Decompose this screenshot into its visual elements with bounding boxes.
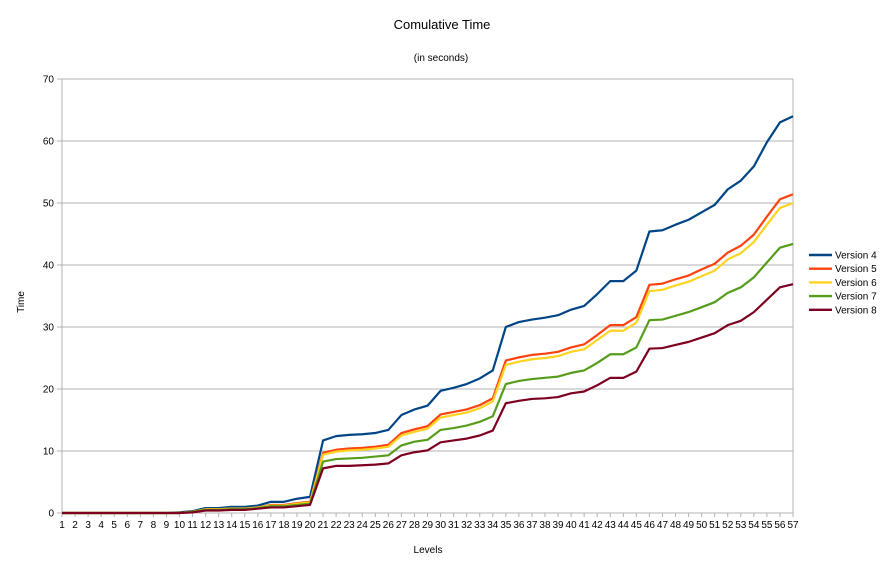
y-axis-label: Time (16, 291, 27, 313)
x-tick-label: 8 (151, 520, 157, 531)
x-axis-label: Levels (414, 545, 443, 556)
x-tick-label: 37 (526, 520, 538, 531)
x-tick-label: 20 (304, 520, 316, 531)
legend-label: Version 8 (835, 305, 877, 316)
x-tick-label: 39 (552, 520, 564, 531)
x-tick-label: 31 (448, 520, 460, 531)
x-tick-label: 54 (748, 520, 760, 531)
legend-label: Version 5 (835, 264, 877, 275)
x-tick-label: 2 (72, 520, 78, 531)
legend: Version 4 Version 5 Version 6 Version 7 Vers… (809, 251, 877, 316)
legend-label: Version 4 (835, 251, 877, 262)
x-tick-label: 53 (735, 520, 747, 531)
x-tick-label: 21 (318, 520, 330, 531)
x-tick-label: 28 (409, 520, 421, 531)
x-tick-label: 11 (187, 520, 198, 531)
x-tick-label: 29 (422, 520, 434, 531)
x-tick-label: 38 (539, 520, 551, 531)
x-tick-label: 40 (566, 520, 578, 531)
x-tick-label: 14 (226, 520, 238, 531)
x-tick-label: 50 (696, 520, 708, 531)
chart-title: Comulative Time (394, 17, 491, 32)
x-tick-label: 30 (435, 520, 447, 531)
x-tick-label: 12 (200, 520, 212, 531)
x-tick-label: 43 (605, 520, 617, 531)
y-tick-label: 40 (43, 261, 55, 272)
x-tick-label: 17 (265, 520, 277, 531)
x-tick-label: 32 (461, 520, 473, 531)
x-tick-label: 44 (618, 520, 630, 531)
x-tick-label: 42 (592, 520, 604, 531)
legend-label: Version 6 (835, 278, 877, 289)
x-tick-label: 36 (513, 520, 525, 531)
x-tick-label: 49 (683, 520, 695, 531)
x-tick-label: 47 (657, 520, 669, 531)
x-tick-label: 5 (111, 520, 117, 531)
series-lines (62, 115, 794, 515)
legend-label: Version 7 (835, 292, 877, 303)
x-tick-label: 3 (85, 520, 91, 531)
x-tick-label: 7 (138, 520, 144, 531)
x-tick-label: 27 (396, 520, 408, 531)
x-tick-label: 19 (291, 520, 303, 531)
series-line-version-5 (62, 193, 794, 515)
series-line-version-8 (62, 283, 794, 515)
x-tick-label: 6 (124, 520, 130, 531)
x-tick-label: 41 (579, 520, 591, 531)
x-tick-label: 24 (357, 520, 369, 531)
x-tick-label: 33 (474, 520, 486, 531)
x-tick-label: 10 (174, 520, 186, 531)
gridlines (62, 78, 793, 514)
x-tick-label: 45 (631, 520, 643, 531)
x-tick-label: 35 (500, 520, 512, 531)
y-tick-label: 20 (43, 385, 55, 396)
y-tick-label: 70 (43, 75, 55, 86)
x-tick-label: 51 (709, 520, 721, 531)
x-tick-label: 22 (331, 520, 343, 531)
y-tick-label: 60 (43, 137, 55, 148)
y-tick-label: 10 (43, 447, 55, 458)
x-tick-label: 25 (370, 520, 382, 531)
x-tick-label: 13 (213, 520, 225, 531)
x-tick-label: 1 (59, 520, 65, 531)
series-line-version-6 (62, 201, 794, 515)
x-tick-label: 26 (383, 520, 395, 531)
x-tick-label: 16 (252, 520, 264, 531)
x-tick-label: 15 (239, 520, 251, 531)
chart-subtitle: (in seconds) (414, 53, 468, 64)
x-tick-label: 52 (722, 520, 734, 531)
x-tick-label: 23 (344, 520, 356, 531)
x-tick-label: 46 (644, 520, 656, 531)
x-tick-label: 34 (487, 520, 499, 531)
x-tick-label: 4 (98, 520, 104, 531)
y-tick-label: 30 (43, 323, 55, 334)
y-tick-label: 50 (43, 199, 55, 210)
x-tick-label: 56 (774, 520, 786, 531)
x-tick-label: 48 (670, 520, 682, 531)
x-tick-label: 18 (278, 520, 290, 531)
x-tick-label: 57 (787, 520, 799, 531)
y-tick-label: 0 (48, 509, 54, 520)
x-tick-label: 9 (164, 520, 170, 531)
x-tick-label: 55 (761, 520, 773, 531)
